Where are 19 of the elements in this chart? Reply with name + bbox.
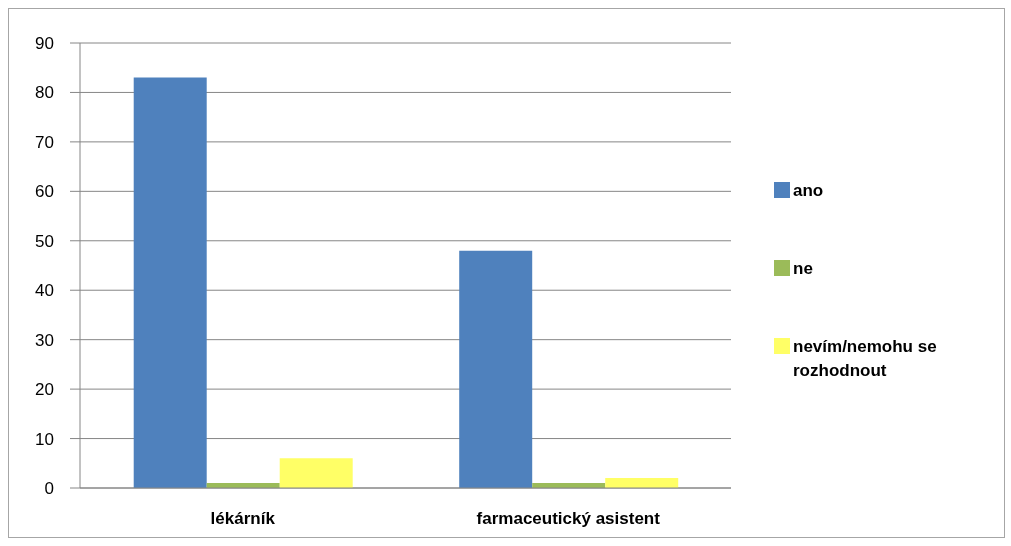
y-tick-label: 40 [35,281,54,301]
bar [459,250,533,488]
y-tick-label: 60 [35,182,54,202]
legend-label: ne [793,258,813,280]
legend-label: nevím/nemohu se rozhodnout [793,336,938,382]
bar [605,478,679,488]
x-tick-label: farmaceutický asistent [476,509,661,529]
y-tick-label: 30 [35,330,54,350]
y-tick-label: 10 [35,429,54,449]
x-tick-label: lékárník [210,509,276,529]
bar [279,458,353,488]
y-tick-label: 80 [35,83,54,103]
y-tick-label: 20 [35,380,54,400]
legend-label: ano [793,180,824,202]
bar [133,77,207,488]
y-tick-label: 70 [35,132,54,152]
y-tick-label: 90 [35,34,54,54]
y-tick-label: 50 [35,231,54,251]
y-tick-label: 0 [44,479,54,499]
